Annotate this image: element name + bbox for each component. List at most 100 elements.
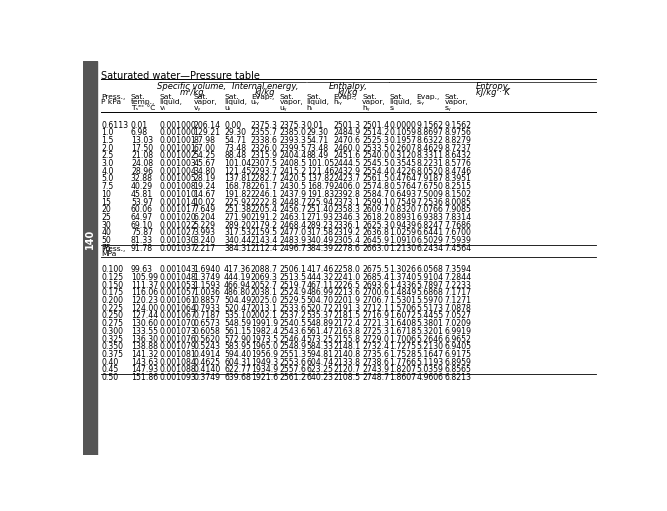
Text: 0.001017: 0.001017: [159, 205, 197, 214]
Text: 2525.3: 2525.3: [362, 136, 389, 145]
Text: 13.03: 13.03: [131, 136, 153, 145]
Text: 2738.6: 2738.6: [362, 358, 389, 367]
Text: 0.001073: 0.001073: [159, 327, 196, 336]
Text: 2514.2: 2514.2: [362, 128, 390, 137]
Text: uᵢᵧ: uᵢᵧ: [251, 99, 259, 105]
Text: 8.2515: 8.2515: [444, 182, 472, 191]
Text: 54.71: 54.71: [224, 136, 246, 145]
Text: 0.6493: 0.6493: [390, 190, 416, 199]
Text: 7.6750: 7.6750: [416, 182, 443, 191]
Text: 0.7933: 0.7933: [193, 304, 220, 313]
Text: 2636.8: 2636.8: [362, 228, 389, 237]
Text: 444.19: 444.19: [224, 273, 251, 282]
Text: 2468.4: 2468.4: [279, 221, 307, 229]
Text: 2088.7: 2088.7: [251, 265, 277, 274]
Text: Entropy,: Entropy,: [476, 82, 510, 91]
Text: 2406.0: 2406.0: [334, 182, 360, 191]
Text: 0.375: 0.375: [101, 350, 123, 359]
Text: vapor,: vapor,: [444, 99, 468, 105]
Text: 17.50: 17.50: [131, 144, 153, 153]
Text: 2423.7: 2423.7: [334, 174, 360, 183]
Text: 594.40: 594.40: [224, 350, 251, 359]
Text: 340.49: 340.49: [307, 236, 334, 245]
Text: 0.8931: 0.8931: [390, 213, 416, 222]
Text: 0.4914: 0.4914: [193, 350, 221, 359]
Text: m³/kg: m³/kg: [179, 88, 204, 97]
Text: 2373.1: 2373.1: [334, 198, 360, 206]
Text: 2112.4: 2112.4: [251, 244, 278, 253]
Text: hᵢᵧ: hᵢᵧ: [334, 99, 342, 105]
Text: 0.250: 0.250: [101, 312, 123, 320]
Text: temp.,: temp.,: [131, 99, 155, 105]
Text: 0.3749: 0.3749: [193, 373, 220, 382]
Text: 2506.1: 2506.1: [279, 265, 306, 274]
Text: 0.350: 0.350: [101, 342, 123, 351]
Text: 2358.3: 2358.3: [334, 205, 360, 214]
Text: 5.1193: 5.1193: [416, 358, 444, 367]
Text: 4.0: 4.0: [101, 167, 113, 176]
Text: 2191.3: 2191.3: [334, 304, 361, 313]
Text: 251.40: 251.40: [307, 205, 334, 214]
Text: 116.06: 116.06: [131, 288, 158, 297]
Text: 604.31: 604.31: [224, 358, 251, 367]
Text: 5.2130: 5.2130: [416, 342, 443, 351]
Text: 1.0910: 1.0910: [390, 236, 417, 245]
Text: 271.90: 271.90: [224, 213, 251, 222]
Text: 8.6432: 8.6432: [444, 151, 472, 160]
Text: 2392.8: 2392.8: [334, 190, 360, 199]
Text: 91.78: 91.78: [131, 244, 153, 253]
Text: 2346.3: 2346.3: [334, 213, 360, 222]
Text: 5.9104: 5.9104: [416, 273, 444, 282]
Text: 417.46: 417.46: [307, 265, 334, 274]
Text: 5.5970: 5.5970: [416, 296, 443, 305]
Text: Press.,: Press.,: [101, 94, 125, 100]
Text: 2326.0: 2326.0: [251, 144, 277, 153]
Text: 8.4746: 8.4746: [444, 167, 472, 176]
Text: 2.217: 2.217: [193, 244, 215, 253]
Text: 2584.7: 2584.7: [362, 190, 389, 199]
Text: 111.37: 111.37: [131, 281, 158, 290]
Text: 604.74: 604.74: [307, 358, 334, 367]
Text: 384.39: 384.39: [307, 244, 334, 253]
Text: 0.001010: 0.001010: [159, 190, 197, 199]
Text: 0.001064: 0.001064: [159, 304, 197, 313]
Text: 0.001030: 0.001030: [159, 236, 196, 245]
Text: 2561.5: 2561.5: [362, 174, 389, 183]
Text: 130.60: 130.60: [131, 319, 158, 328]
Text: 2432.9: 2432.9: [334, 167, 360, 176]
Text: 75: 75: [101, 244, 111, 253]
Text: 1.7766: 1.7766: [390, 358, 416, 367]
Text: 0.200: 0.200: [101, 296, 123, 305]
Text: 2729.0: 2729.0: [362, 335, 389, 343]
Text: vᵢ: vᵢ: [159, 105, 165, 110]
Text: 1982.4: 1982.4: [251, 327, 278, 336]
Text: 0.225: 0.225: [101, 304, 123, 313]
Text: 486.80: 486.80: [224, 288, 251, 297]
Text: 2618.2: 2618.2: [362, 213, 389, 222]
Text: Sat.: Sat.: [362, 94, 377, 100]
Text: Specific volume,: Specific volume,: [157, 82, 226, 91]
Text: 0.6058: 0.6058: [193, 327, 220, 336]
Text: 2599.1: 2599.1: [362, 198, 389, 206]
Text: 50: 50: [101, 236, 111, 245]
Text: 2609.7: 2609.7: [362, 205, 389, 214]
Text: 2519.7: 2519.7: [279, 281, 306, 290]
Text: 88.48: 88.48: [224, 151, 246, 160]
Text: 1949.3: 1949.3: [251, 358, 278, 367]
Text: 520.72: 520.72: [307, 304, 334, 313]
Text: 2725.3: 2725.3: [362, 327, 389, 336]
Text: 137.81: 137.81: [224, 174, 251, 183]
Text: 7.6700: 7.6700: [444, 228, 472, 237]
Text: 1921.6: 1921.6: [251, 373, 278, 382]
Text: 3.240: 3.240: [193, 236, 215, 245]
Text: 2706.7: 2706.7: [362, 296, 389, 305]
Text: 6.9652: 6.9652: [444, 335, 472, 343]
Text: Sat.: Sat.: [390, 94, 404, 100]
Text: 0.01: 0.01: [131, 121, 148, 129]
Text: 2496.7: 2496.7: [279, 244, 306, 253]
Text: 1934.9: 1934.9: [251, 365, 278, 375]
Text: 2712.1: 2712.1: [362, 304, 390, 313]
Text: 0.001004: 0.001004: [159, 167, 197, 176]
Text: 3.993: 3.993: [193, 228, 215, 237]
Text: 20: 20: [101, 205, 111, 214]
